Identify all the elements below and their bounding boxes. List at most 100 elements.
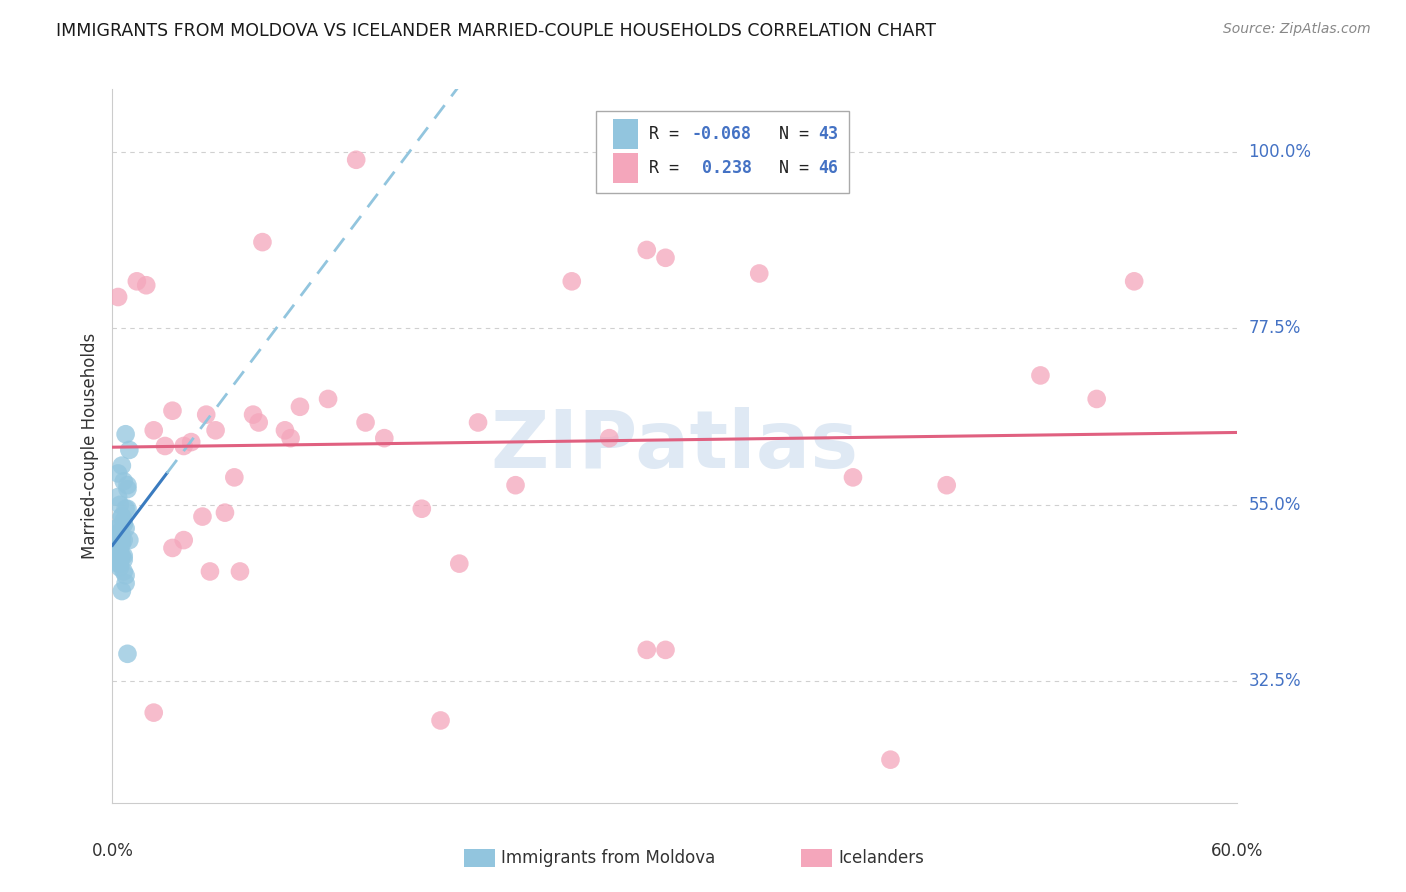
Text: 46: 46 <box>818 159 838 177</box>
Text: Icelanders: Icelanders <box>838 849 924 867</box>
Point <box>274 423 297 437</box>
Point <box>748 267 770 281</box>
Text: 77.5%: 77.5% <box>1249 319 1301 337</box>
Point <box>111 549 134 563</box>
Point <box>935 478 957 492</box>
Point <box>118 442 141 457</box>
Point <box>173 439 195 453</box>
Point <box>561 274 583 288</box>
Point <box>195 408 218 422</box>
Point <box>198 565 221 579</box>
Point <box>107 521 129 535</box>
Point <box>411 501 433 516</box>
Point <box>429 714 451 728</box>
Point <box>114 576 136 591</box>
Point <box>111 458 134 473</box>
Point <box>108 545 131 559</box>
Text: 0.0%: 0.0% <box>91 842 134 860</box>
Point <box>112 514 135 528</box>
Point <box>114 501 136 516</box>
Point <box>114 427 136 442</box>
Text: Immigrants from Moldova: Immigrants from Moldova <box>501 849 714 867</box>
Point <box>107 541 129 555</box>
Point <box>142 423 165 437</box>
Y-axis label: Married-couple Households: Married-couple Households <box>80 333 98 559</box>
Point <box>636 243 658 257</box>
Point <box>114 568 136 582</box>
Point <box>117 482 139 496</box>
FancyBboxPatch shape <box>596 111 849 193</box>
Point <box>879 753 901 767</box>
Point <box>108 557 131 571</box>
Text: 55.0%: 55.0% <box>1249 496 1301 514</box>
Text: IMMIGRANTS FROM MOLDOVA VS ICELANDER MARRIED-COUPLE HOUSEHOLDS CORRELATION CHART: IMMIGRANTS FROM MOLDOVA VS ICELANDER MAR… <box>56 22 936 40</box>
Text: 32.5%: 32.5% <box>1249 673 1301 690</box>
Bar <box>613 153 638 183</box>
Point <box>224 470 246 484</box>
Point <box>214 506 236 520</box>
Point <box>107 290 129 304</box>
Point <box>354 416 377 430</box>
Point <box>162 541 184 555</box>
Point <box>242 408 264 422</box>
Point <box>111 533 134 547</box>
Point <box>180 435 202 450</box>
Point <box>107 557 129 571</box>
Point <box>114 521 136 535</box>
Text: 43: 43 <box>818 125 838 143</box>
Point <box>153 439 176 453</box>
Point <box>280 431 302 445</box>
Point <box>598 431 620 445</box>
Point <box>112 475 135 489</box>
Text: R =: R = <box>650 159 689 177</box>
Point <box>108 560 131 574</box>
Text: 0.238: 0.238 <box>692 159 752 177</box>
Point <box>111 509 134 524</box>
Text: ZIPatlas: ZIPatlas <box>491 407 859 485</box>
Point <box>247 416 270 430</box>
Point <box>117 647 139 661</box>
Point <box>449 557 471 571</box>
Point <box>105 521 128 535</box>
Point <box>107 529 129 543</box>
Point <box>111 537 134 551</box>
Text: 60.0%: 60.0% <box>1211 842 1264 860</box>
Point <box>173 533 195 547</box>
Point <box>117 478 139 492</box>
Text: 100.0%: 100.0% <box>1249 143 1312 161</box>
Point <box>1029 368 1052 383</box>
Point <box>112 565 135 579</box>
Point <box>112 549 135 563</box>
Point <box>288 400 311 414</box>
Text: -0.068: -0.068 <box>692 125 752 143</box>
Bar <box>613 120 638 149</box>
Point <box>636 643 658 657</box>
Point <box>111 584 134 599</box>
Point <box>111 509 134 524</box>
Point <box>229 565 252 579</box>
Point <box>204 423 226 437</box>
Point <box>142 706 165 720</box>
Point <box>108 525 131 540</box>
Point <box>162 403 184 417</box>
Point <box>108 498 131 512</box>
Point <box>842 470 865 484</box>
Point <box>1123 274 1146 288</box>
Point <box>505 478 527 492</box>
Point <box>112 517 135 532</box>
Point <box>107 490 129 504</box>
Point <box>316 392 339 406</box>
Point <box>111 529 134 543</box>
Point <box>108 525 131 540</box>
Point <box>112 552 135 566</box>
Point <box>108 525 131 540</box>
Text: N =: N = <box>759 125 820 143</box>
Point <box>654 251 676 265</box>
Point <box>105 537 128 551</box>
Point <box>108 552 131 566</box>
Point <box>1085 392 1108 406</box>
Point <box>117 501 139 516</box>
Point <box>107 467 129 481</box>
Point <box>125 274 148 288</box>
Point <box>373 431 395 445</box>
